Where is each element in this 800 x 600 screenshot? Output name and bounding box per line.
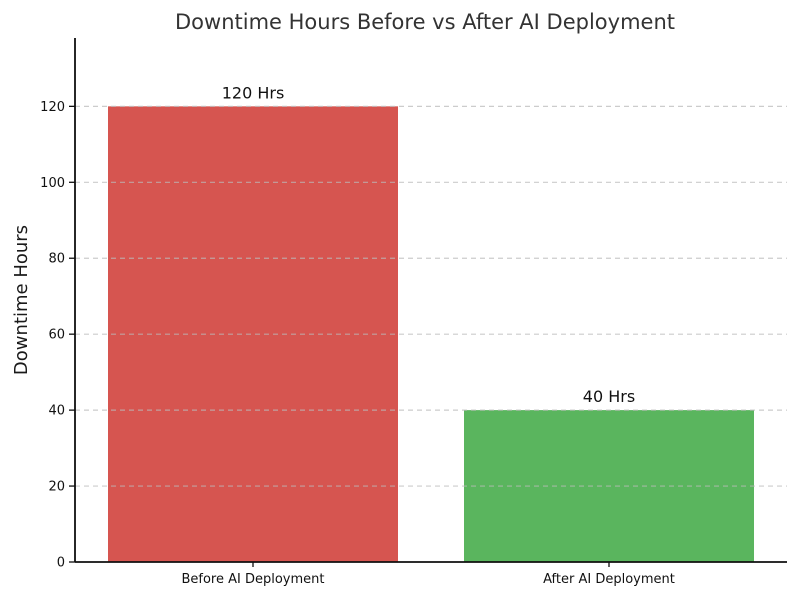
y-tick-label-80: 80 <box>48 252 65 267</box>
labels-layer: 0 20 40 60 80 100 120 Before AI Deployment After… <box>40 83 675 587</box>
axes-layer <box>69 38 787 567</box>
bar-value-label-before-ai-deployment: 120 Hrs <box>222 83 285 102</box>
bar-value-label-after-ai-deployment: 40 Hrs <box>583 387 635 406</box>
grid-layer <box>75 105 787 487</box>
y-tick-label-100: 100 <box>40 176 65 191</box>
x-tick-label-before-ai-deployment: Before AI Deployment <box>181 572 324 587</box>
x-tick-label-after-ai-deployment: After AI Deployment <box>543 572 675 587</box>
y-axis-label: Downtime Hours <box>11 225 32 375</box>
y-tick-label-0: 0 <box>57 556 65 571</box>
y-tick-label-20: 20 <box>48 480 65 495</box>
y-tick-label-120: 120 <box>40 100 65 115</box>
chart-title: Downtime Hours Before vs After AI Deploy… <box>175 10 675 34</box>
y-tick-label-40: 40 <box>48 404 65 419</box>
y-tick-label-60: 60 <box>48 328 65 343</box>
